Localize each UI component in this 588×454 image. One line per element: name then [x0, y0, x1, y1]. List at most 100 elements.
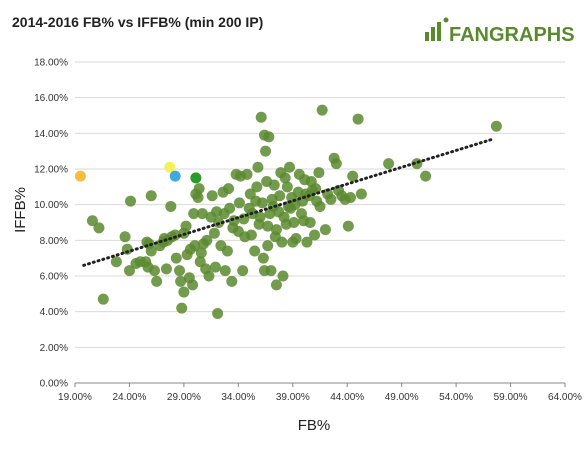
- data-point: [263, 131, 275, 143]
- data-point: [281, 181, 293, 193]
- y-tick-label: 18.00%: [34, 58, 68, 69]
- data-point: [257, 252, 269, 264]
- data-point: [260, 145, 272, 157]
- data-point: [196, 208, 208, 220]
- highlighted-points: [74, 161, 202, 184]
- data-point: [290, 233, 302, 245]
- data-point: [251, 181, 263, 193]
- data-point: [316, 104, 328, 116]
- data-point: [212, 307, 224, 319]
- data-point: [241, 168, 253, 180]
- data-point: [223, 183, 235, 195]
- data-point: [262, 240, 274, 252]
- data-point: [288, 217, 300, 228]
- data-point: [170, 252, 182, 264]
- data-points: [86, 104, 502, 319]
- logo-bar-2: [431, 27, 435, 41]
- fangraphs-logo: FANGRAPHS: [425, 17, 575, 46]
- data-point: [237, 265, 249, 277]
- data-point: [249, 245, 261, 257]
- data-point: [193, 183, 205, 195]
- data-point: [270, 224, 282, 236]
- logo-bar-1: [425, 32, 429, 41]
- logo-text: FANGRAPHS: [449, 24, 575, 46]
- highlighted-point: [74, 170, 86, 182]
- data-point: [255, 111, 267, 123]
- x-tick-label: 19.00%: [58, 392, 92, 403]
- data-point: [330, 158, 342, 170]
- data-point: [274, 190, 286, 202]
- data-point: [121, 243, 133, 255]
- x-tick-label: 44.00%: [330, 392, 364, 403]
- y-tick-label: 12.00%: [34, 165, 68, 176]
- x-tick-label: 29.00%: [167, 392, 201, 403]
- data-point: [201, 234, 213, 246]
- data-point: [270, 279, 282, 291]
- x-tick-label: 39.00%: [276, 392, 310, 403]
- data-point: [192, 192, 204, 204]
- logo-bar-3: [437, 22, 441, 41]
- x-tick-label: 49.00%: [385, 392, 419, 403]
- data-point: [145, 190, 157, 202]
- data-point: [268, 179, 280, 191]
- data-point: [221, 245, 233, 257]
- y-tick-labels: 0.00% 2.00% 4.00% 6.00% 8.00% 10.00% 12.00% 14.…: [34, 58, 68, 390]
- trend-line: [82, 137, 496, 267]
- x-tick-label: 64.00%: [548, 392, 582, 403]
- data-point: [206, 190, 218, 202]
- y-tick-label: 6.00%: [40, 272, 68, 283]
- data-point: [347, 170, 359, 182]
- data-point: [93, 222, 105, 234]
- data-point: [176, 302, 188, 314]
- data-point: [276, 236, 288, 248]
- y-tick-label: 0.00%: [40, 379, 68, 390]
- data-point: [245, 229, 257, 241]
- data-point: [119, 231, 131, 243]
- data-point: [314, 200, 326, 212]
- data-point: [97, 293, 109, 305]
- data-point: [175, 275, 187, 287]
- data-point: [284, 161, 296, 173]
- highlighted-point: [169, 170, 181, 182]
- data-point: [352, 113, 364, 125]
- data-point: [165, 200, 177, 212]
- data-point: [256, 197, 268, 209]
- chart-title: 2014-2016 FB% vs IFFB% (min 200 IP): [12, 14, 263, 30]
- data-point: [219, 265, 231, 277]
- data-point: [187, 279, 199, 291]
- data-point: [325, 193, 337, 205]
- data-point: [195, 247, 207, 259]
- data-point: [262, 220, 274, 232]
- data-point: [86, 215, 98, 227]
- data-point: [208, 227, 220, 239]
- data-point: [203, 270, 215, 282]
- highlighted-point: [190, 172, 202, 184]
- data-point: [309, 229, 321, 241]
- data-point: [226, 275, 238, 287]
- data-point: [174, 265, 186, 277]
- data-point: [125, 195, 137, 207]
- data-point: [383, 158, 395, 170]
- data-point: [355, 188, 367, 200]
- x-tick-label: 59.00%: [494, 392, 528, 403]
- data-point: [148, 265, 160, 277]
- data-point: [304, 217, 316, 228]
- x-tick-labels: 19.00% 24.00% 29.00% 34.00% 39.00% 44.00% 49.0…: [58, 392, 582, 403]
- data-point: [188, 208, 200, 220]
- data-point: [123, 265, 135, 277]
- y-tick-label: 10.00%: [34, 200, 68, 211]
- data-point: [277, 270, 289, 282]
- data-point: [209, 261, 221, 273]
- y-axis-title: IFFB%: [12, 187, 29, 233]
- y-tick-label: 2.00%: [40, 343, 68, 354]
- data-point: [178, 286, 190, 298]
- data-point: [180, 220, 192, 232]
- x-tick-label: 54.00%: [439, 392, 473, 403]
- x-tick-label: 24.00%: [112, 392, 146, 403]
- data-point: [490, 120, 502, 132]
- data-point: [224, 202, 236, 214]
- y-tick-label: 8.00%: [40, 236, 68, 247]
- y-tick-label: 16.00%: [34, 93, 68, 104]
- logo-player-head: [443, 17, 449, 23]
- y-tick-label: 4.00%: [40, 307, 68, 318]
